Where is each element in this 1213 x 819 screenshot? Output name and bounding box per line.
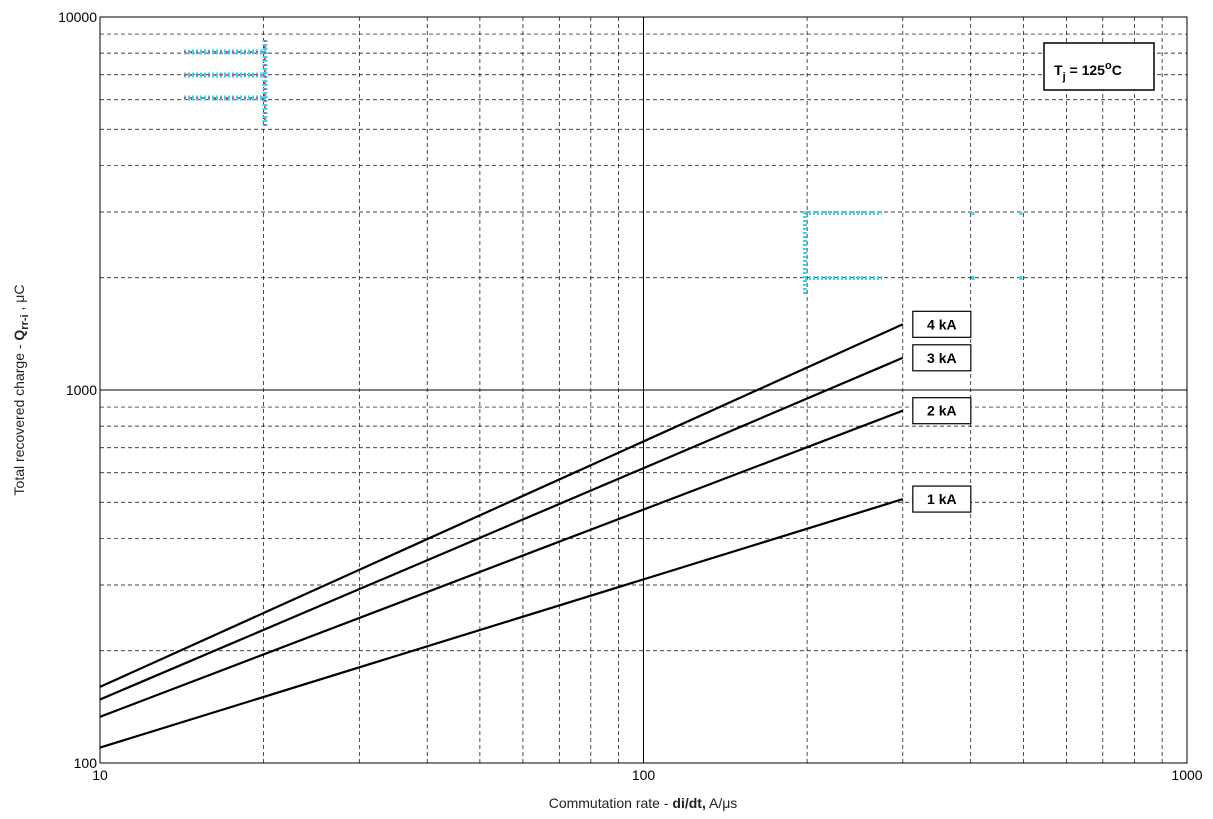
x-tick-label: 10 bbox=[92, 767, 108, 783]
series-label: 3 kA bbox=[927, 350, 957, 366]
y-tick-label: 10000 bbox=[58, 9, 97, 25]
x-tick-label: 100 bbox=[632, 767, 656, 783]
marker-artifacts bbox=[184, 40, 1023, 294]
plot-frame bbox=[99, 16, 1188, 764]
x-tick-label: 1000 bbox=[1171, 767, 1202, 783]
annotation-t: T bbox=[1054, 62, 1063, 78]
series-label-box bbox=[912, 344, 972, 372]
series-line bbox=[99, 356, 904, 701]
x-axis-label-bold: di/dt, bbox=[672, 795, 705, 811]
y-tick-label: 100 bbox=[74, 755, 98, 771]
series-label: 2 kA bbox=[927, 403, 957, 419]
y-axis-label-post: , μC bbox=[11, 285, 27, 315]
svg-text:Tj = 125oC: Tj = 125oC bbox=[1054, 60, 1122, 83]
annotation-unit: C bbox=[1112, 62, 1122, 78]
y-axis-label-q: Q bbox=[11, 330, 27, 341]
x-axis-label: Commutation rate - di/dt, A/μs bbox=[549, 795, 738, 811]
major-grid bbox=[100, 17, 1187, 763]
series-label-box bbox=[912, 397, 972, 425]
x-axis-label-post: A/μs bbox=[706, 795, 737, 811]
temperature-annotation: Tj = 125oC bbox=[1043, 42, 1155, 91]
series-line bbox=[99, 409, 904, 718]
annotation-sub: j bbox=[1062, 71, 1066, 83]
series-label-box bbox=[912, 310, 972, 338]
y-axis-label-pre: Total recovered charge - bbox=[11, 341, 27, 496]
series-label: 1 kA bbox=[927, 491, 957, 507]
annotation-eq: = 125 bbox=[1066, 62, 1106, 78]
series-line bbox=[99, 323, 904, 688]
annotation-deg: o bbox=[1105, 60, 1112, 72]
x-axis-label-pre: Commutation rate - bbox=[549, 795, 673, 811]
series-lines bbox=[99, 323, 904, 749]
y-axis-label: Total recovered charge - Qrr-i , μC bbox=[11, 285, 31, 496]
series-label-box bbox=[912, 485, 972, 513]
y-tick-label: 1000 bbox=[66, 382, 97, 398]
series-labels: 4 kA 3 kA 2 kA 1 kA bbox=[912, 310, 972, 513]
y-axis-label-sub: rr-i bbox=[19, 314, 31, 329]
series-line bbox=[99, 498, 904, 749]
series-label: 4 kA bbox=[927, 316, 957, 332]
